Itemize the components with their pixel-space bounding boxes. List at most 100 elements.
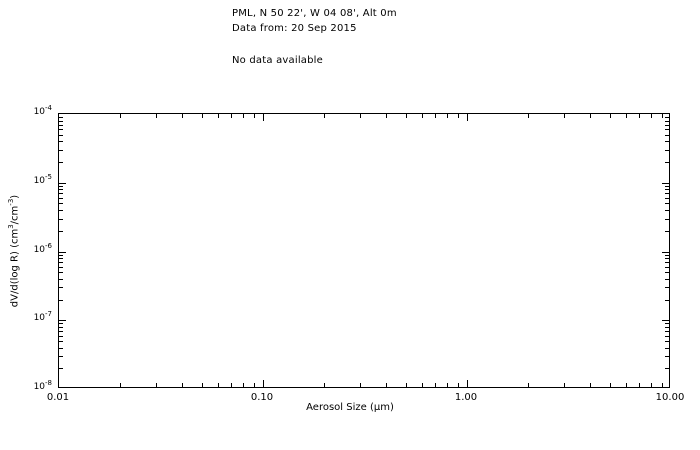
axis-tick	[59, 121, 63, 122]
axis-tick	[59, 219, 63, 220]
axis-tick	[467, 380, 468, 387]
axis-tick	[59, 198, 63, 199]
axis-tick	[263, 380, 264, 387]
axis-tick	[59, 356, 63, 357]
axis-tick	[386, 383, 387, 387]
y-axis-title-mid: /cm	[9, 205, 21, 224]
axis-tick	[665, 287, 669, 288]
axis-tick	[564, 383, 565, 387]
axis-tick	[231, 383, 232, 387]
axis-tick	[59, 327, 63, 328]
y-tick-exponent: -7	[45, 310, 52, 319]
axis-tick	[360, 114, 361, 118]
x-axis-title: Aerosol Size (μm)	[306, 402, 394, 413]
y-axis-title-base: dV/d(log R) (cm	[9, 228, 21, 307]
y-axis-tick-label: 10-5	[6, 172, 52, 186]
axis-tick	[665, 150, 669, 151]
axis-tick	[467, 114, 468, 121]
axis-tick	[665, 348, 669, 349]
axis-tick	[590, 383, 591, 387]
plot-frame	[58, 113, 670, 388]
axis-tick	[59, 255, 63, 256]
axis-tick	[231, 114, 232, 118]
axis-tick	[665, 121, 669, 122]
x-axis-tick-label: 0.10	[250, 392, 274, 403]
axis-tick	[59, 141, 63, 142]
axis-tick	[59, 267, 63, 268]
axis-tick	[665, 336, 669, 337]
axis-tick	[59, 348, 63, 349]
y-axis-title-end: )	[9, 194, 21, 199]
axis-tick	[564, 114, 565, 118]
axis-tick	[665, 135, 669, 136]
axis-tick	[182, 114, 183, 118]
axis-tick	[626, 383, 627, 387]
axis-tick	[665, 162, 669, 163]
axis-tick	[639, 114, 640, 118]
axis-tick	[665, 331, 669, 332]
x-axis-tick-label: 10.00	[655, 392, 685, 403]
axis-tick	[665, 300, 669, 301]
axis-tick	[218, 383, 219, 387]
axis-tick	[665, 368, 669, 369]
axis-tick	[120, 114, 121, 118]
axis-tick	[406, 114, 407, 118]
axis-tick	[662, 114, 663, 118]
axis-tick	[665, 186, 669, 187]
y-tick-exponent: -8	[45, 379, 52, 387]
y-axis-tick-label: 10-4	[6, 105, 52, 118]
axis-tick	[59, 129, 63, 130]
axis-tick	[639, 383, 640, 387]
axis-tick	[528, 383, 529, 387]
axis-tick	[626, 114, 627, 118]
y-tick-mantissa: 10	[33, 175, 46, 186]
axis-tick	[59, 125, 63, 126]
axis-tick	[435, 114, 436, 118]
axis-tick	[59, 336, 63, 337]
axis-tick	[406, 383, 407, 387]
axis-tick	[59, 323, 63, 324]
axis-tick	[422, 383, 423, 387]
axis-tick	[665, 193, 669, 194]
axis-tick	[447, 114, 448, 118]
axis-tick	[665, 198, 669, 199]
y-tick-mantissa: 10	[33, 382, 46, 392]
axis-tick	[665, 323, 669, 324]
axis-tick	[59, 368, 63, 369]
axis-tick	[651, 383, 652, 387]
title-line-date: Data from: 20 Sep 2015	[232, 23, 357, 34]
y-tick-mantissa: 10	[33, 107, 46, 117]
y-axis-tick-label: 10-6	[6, 242, 52, 255]
chart-title-block: PML, N 50 22', W 04 08', Alt 0m Data fro…	[232, 6, 397, 36]
axis-tick	[263, 114, 264, 121]
axis-tick	[386, 114, 387, 118]
axis-tick	[665, 341, 669, 342]
axis-tick	[665, 125, 669, 126]
axis-tick	[59, 341, 63, 342]
axis-tick	[254, 114, 255, 118]
axis-tick	[59, 162, 63, 163]
y-axis-tick-label: 10-8	[6, 379, 52, 393]
axis-tick	[59, 279, 63, 280]
axis-tick	[665, 189, 669, 190]
axis-tick	[360, 383, 361, 387]
axis-tick	[59, 117, 63, 118]
axis-tick	[59, 300, 63, 301]
axis-tick	[182, 383, 183, 387]
axis-tick	[254, 383, 255, 387]
axis-tick	[218, 114, 219, 118]
axis-tick	[324, 383, 325, 387]
axis-tick	[59, 331, 63, 332]
axis-tick	[662, 383, 663, 387]
axis-tick	[324, 114, 325, 118]
axis-tick	[665, 141, 669, 142]
x-axis-tick-label: 1.00	[454, 392, 478, 403]
axis-tick	[435, 383, 436, 387]
axis-tick	[59, 272, 63, 273]
y-axis-title-sup-2: -3	[7, 198, 16, 206]
y-axis-tick-label: 10-7	[6, 310, 52, 324]
axis-tick	[59, 203, 63, 204]
axis-tick	[665, 255, 669, 256]
axis-tick	[59, 189, 63, 190]
y-tick-exponent: -5	[45, 172, 52, 181]
